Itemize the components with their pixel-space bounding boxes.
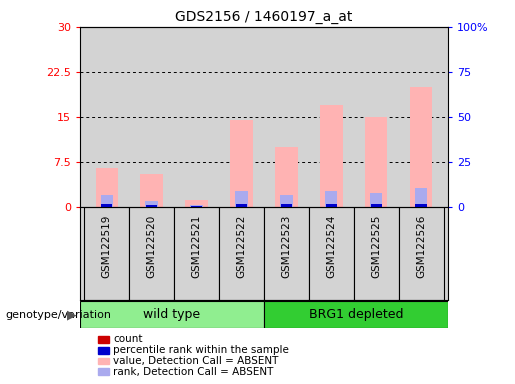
Bar	[320, 105, 342, 207]
Bar	[280, 195, 293, 207]
Text: BRG1 depleted: BRG1 depleted	[309, 308, 403, 321]
Text: GSM122524: GSM122524	[327, 215, 336, 278]
Text: GSM122520: GSM122520	[147, 215, 157, 278]
Text: percentile rank within the sample: percentile rank within the sample	[113, 345, 289, 355]
Bar	[101, 204, 112, 207]
Bar	[129, 207, 174, 300]
Bar	[354, 207, 399, 300]
Bar	[174, 207, 219, 300]
Bar	[410, 87, 432, 207]
Text: genotype/variation: genotype/variation	[5, 310, 111, 320]
Bar	[146, 205, 157, 207]
Bar	[309, 207, 354, 300]
Text: GSM122526: GSM122526	[416, 215, 426, 278]
Text: GSM122525: GSM122525	[371, 215, 381, 278]
Bar	[185, 200, 208, 207]
Bar	[399, 207, 443, 300]
Bar	[84, 207, 129, 300]
Text: GSM122519: GSM122519	[102, 215, 112, 278]
Bar	[191, 205, 203, 207]
Bar	[80, 301, 264, 328]
Bar	[365, 117, 387, 207]
Bar	[96, 168, 118, 207]
Text: count: count	[113, 334, 143, 344]
Text: GSM122521: GSM122521	[192, 215, 201, 278]
Bar	[281, 204, 292, 207]
Bar	[230, 120, 253, 207]
Title: GDS2156 / 1460197_a_at: GDS2156 / 1460197_a_at	[175, 10, 353, 25]
Bar	[264, 301, 448, 328]
Bar	[264, 207, 309, 300]
Bar	[325, 191, 337, 207]
Bar	[371, 204, 382, 207]
Bar	[416, 204, 427, 207]
Bar	[236, 204, 247, 207]
Bar	[191, 206, 202, 207]
Bar	[100, 195, 113, 207]
Bar	[146, 201, 158, 207]
Bar	[415, 187, 427, 207]
Text: ▶: ▶	[67, 308, 77, 321]
Text: GSM122523: GSM122523	[281, 215, 291, 278]
Text: GSM122522: GSM122522	[236, 215, 247, 278]
Bar	[275, 147, 298, 207]
Bar	[141, 174, 163, 207]
Bar	[370, 193, 382, 207]
Text: value, Detection Call = ABSENT: value, Detection Call = ABSENT	[113, 356, 279, 366]
Text: rank, Detection Call = ABSENT: rank, Detection Call = ABSENT	[113, 367, 273, 377]
Bar	[235, 191, 248, 207]
Text: wild type: wild type	[143, 308, 200, 321]
Bar	[219, 207, 264, 300]
Bar	[325, 204, 337, 207]
